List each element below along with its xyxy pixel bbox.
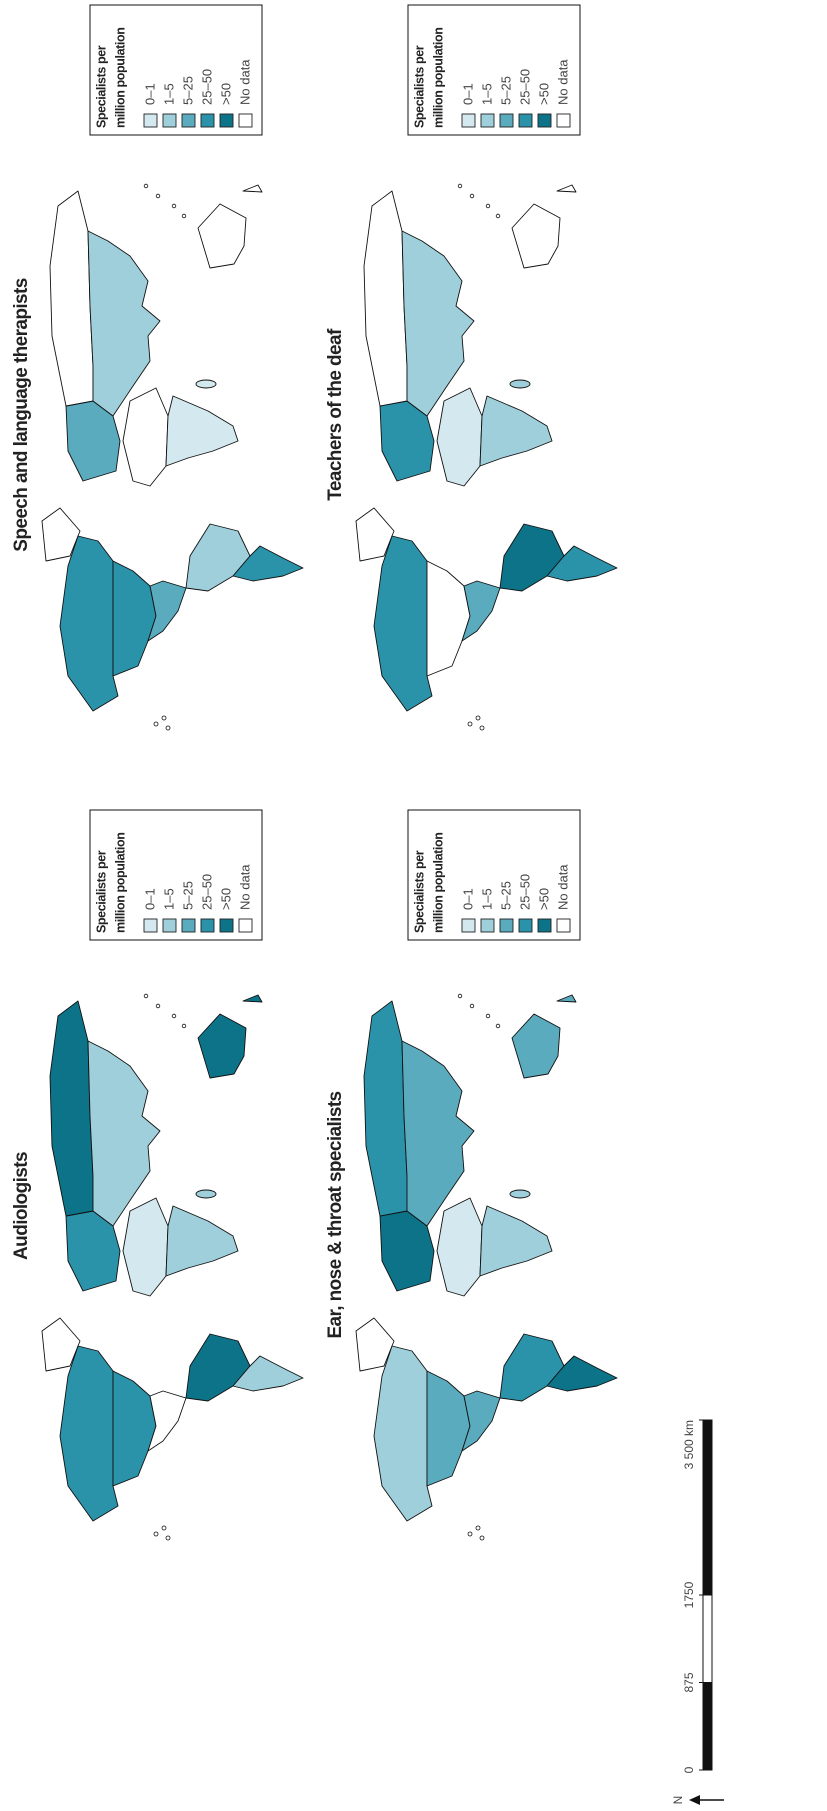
legend-swatch (462, 114, 475, 127)
legend-swatch (201, 114, 214, 127)
map-sheet: Audiologists Speech and language therapi… (0, 0, 827, 1811)
scale-label: 1750 (682, 1581, 696, 1608)
legend-swatch (557, 114, 570, 127)
legend-label: 5–25 (498, 76, 513, 105)
legend-swatch (519, 919, 532, 932)
legend-swatch (500, 919, 513, 932)
legend: Specialists per million population 0–1 1–5 5… (90, 5, 262, 135)
legend-swatch (538, 919, 551, 932)
legend-swatch (182, 114, 195, 127)
scale-label: 875 (682, 1672, 696, 1692)
legend: Specialists per million population 0–1 1–5 5… (90, 810, 262, 940)
legend-label: >50 (218, 888, 233, 910)
legend-label: 5–25 (180, 881, 195, 910)
legend-label: 5–25 (498, 881, 513, 910)
page: Audiologists Speech and language therapi… (0, 0, 827, 1811)
legend-swatch (481, 919, 494, 932)
legend-label: 1–5 (161, 888, 176, 910)
scale-segment (703, 1420, 712, 1595)
legend-label: 0–1 (142, 83, 157, 105)
legend-swatch (220, 919, 233, 932)
legend-swatch (462, 919, 475, 932)
world-map (42, 994, 303, 1540)
legend-swatch (144, 114, 157, 127)
map-title: Speech and language therapists (11, 278, 32, 551)
world-map (356, 184, 617, 730)
legend-label: >50 (536, 888, 551, 910)
legend-swatch (481, 114, 494, 127)
legend-swatch (144, 919, 157, 932)
legend-label: No data (237, 864, 252, 910)
legend-title: million population (431, 833, 445, 933)
legend-swatch (201, 919, 214, 932)
legend-label: >50 (536, 83, 551, 105)
map-title: Teachers of the deaf (325, 328, 346, 501)
legend-swatch (519, 114, 532, 127)
scale-label: 3 500 km (682, 1420, 696, 1469)
legend-label: 0–1 (460, 888, 475, 910)
legend-label: 0–1 (460, 83, 475, 105)
north-label: N (671, 1796, 685, 1805)
legend-swatch (239, 919, 252, 932)
legend-label: >50 (218, 83, 233, 105)
legend-title: Specialists per (94, 850, 108, 933)
legend-swatch (500, 114, 513, 127)
north-arrow-head (689, 1795, 700, 1805)
scale-segment (703, 1683, 712, 1771)
legend: Specialists per million population 0–1 1–5 5… (408, 5, 580, 135)
legend-label: No data (555, 864, 570, 910)
legend-label: No data (555, 59, 570, 105)
legend-swatch (163, 919, 176, 932)
scale-segment (703, 1595, 712, 1683)
legend-title: Specialists per (412, 850, 426, 933)
legend-title: million population (113, 833, 127, 933)
scale-label: 0 (682, 1766, 696, 1773)
world-map (356, 994, 617, 1540)
legend-title: million population (431, 28, 445, 128)
legend-swatch (239, 114, 252, 127)
world-map (42, 184, 303, 730)
map-title: Ear, nose & throat specialists (325, 1091, 346, 1338)
legend-swatch (163, 114, 176, 127)
legend-label: 5–25 (180, 76, 195, 105)
legend-swatch (557, 919, 570, 932)
legend-label: 1–5 (479, 83, 494, 105)
legend-label: 1–5 (479, 888, 494, 910)
legend-swatch (182, 919, 195, 932)
legend-swatch (220, 114, 233, 127)
legend-label: 25–50 (517, 874, 532, 910)
legend-title: Specialists per (412, 45, 426, 128)
legend-title: million population (113, 28, 127, 128)
legend-label: 1–5 (161, 83, 176, 105)
legend-label: 0–1 (142, 888, 157, 910)
legend-label: No data (237, 59, 252, 105)
map-title: Audiologists (11, 1152, 32, 1260)
legend-label: 25–50 (199, 69, 214, 105)
legend-label: 25–50 (517, 69, 532, 105)
legend: Specialists per million population 0–1 1–5 5… (408, 810, 580, 940)
legend-title: Specialists per (94, 45, 108, 128)
scale-bar: 0 875 1750 3 500 km (682, 1420, 712, 1773)
legend-swatch (538, 114, 551, 127)
legend-label: 25–50 (199, 874, 214, 910)
